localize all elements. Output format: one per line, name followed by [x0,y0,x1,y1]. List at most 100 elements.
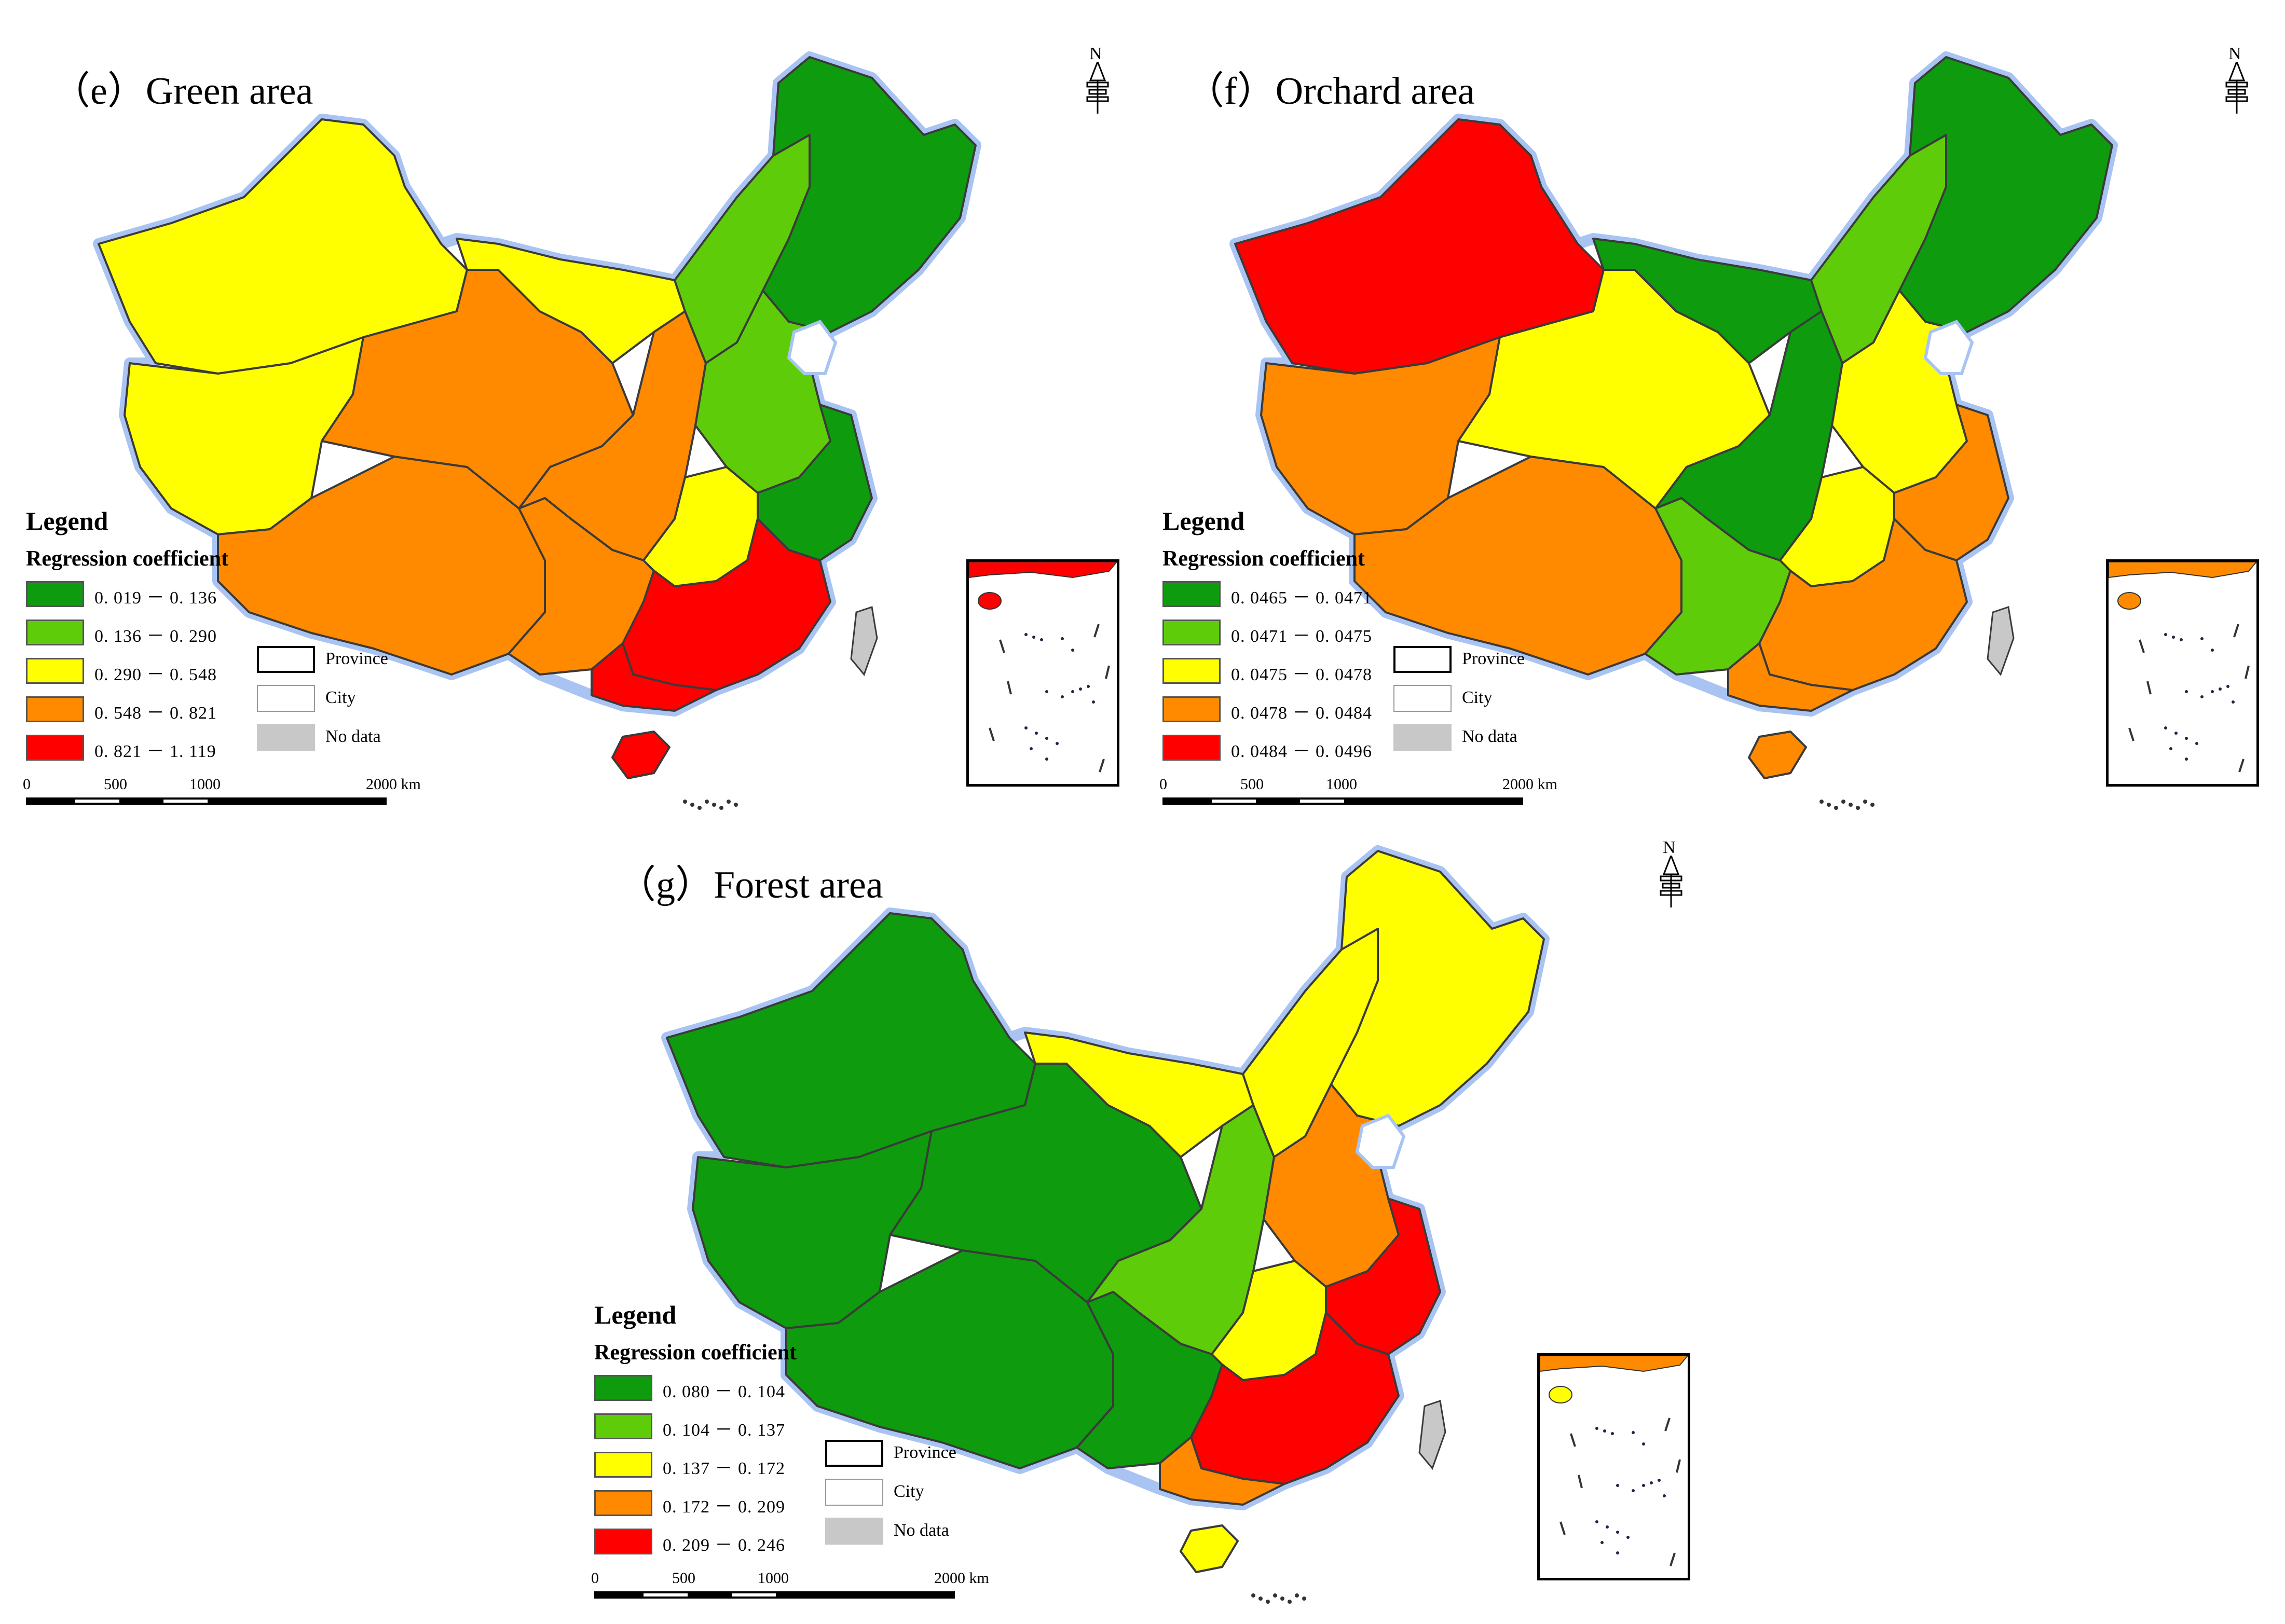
map-panel-orchard-area: （f）Orchard area Legend Regression coeffici… [1137,0,2285,830]
inset-island [1061,637,1064,640]
inset-island [1663,1494,1666,1497]
boundary-label: City [1462,688,1493,707]
region-northeast [1330,850,1545,1127]
map-legend: Legend Regression coefficient 0. 080 － 0. … [594,1300,906,1570]
scale-bar: 0 500 1000 2000 km [1159,776,1557,807]
inset-hainan [1549,1386,1572,1403]
panel-title: （g）Forest area [618,864,883,906]
bohai-sea [1355,1113,1406,1169]
boundary-swatch [257,724,315,751]
inset-island [1061,695,1064,698]
inset-island [2211,690,2214,693]
island-dot [727,800,731,804]
legend-class-label: 0. 548 － 0. 821 [94,704,217,723]
legend-title: Legend [1162,506,1245,535]
island-dot [1295,1593,1299,1598]
boundary-label: City [325,688,356,707]
inset-island [1626,1536,1630,1539]
legend-swatch [26,581,84,607]
inset-island [2172,636,2175,639]
north-arrow-icon: N [1655,838,1687,911]
inset-island [2174,732,2178,735]
panel-title: （f）Orchard area [1186,70,1475,113]
inset-dash-line [1664,1417,1671,1432]
inset-island [1616,1484,1619,1487]
region-xinjiang-north [666,912,1036,1168]
island-dot [1258,1597,1263,1601]
inset-island [1642,1442,1645,1446]
inset-island [1087,685,1090,688]
island-dot [690,803,694,807]
legend-swatch [26,696,84,722]
south-china-sea-inset [1537,1353,1690,1580]
inset-map [969,562,1117,773]
boundary-label: No data [325,727,381,746]
inset-island [2232,700,2235,704]
inset-dash-line [1093,624,1100,638]
boundary-label: Province [325,649,388,668]
legend-class-label: 0. 290 － 0. 548 [94,665,217,684]
region-taiwan-no-data [850,606,878,676]
legend-class-label: 0. 172 － 0. 209 [663,1497,785,1517]
choropleth-map [93,51,981,810]
inset-dash-line [1676,1459,1681,1473]
legend-swatch [594,1375,652,1401]
inset-island [1632,1431,1635,1434]
inset-dash-line [1105,665,1110,679]
inset-mainland [2109,562,2256,579]
inset-island [2226,685,2229,688]
legend-province: Province [1393,646,1570,673]
inset-island [1045,737,1048,740]
scale-label: 0 [591,1570,599,1587]
island-dot [1280,1597,1284,1601]
region-hainan [611,731,671,779]
inset-island [2180,638,2183,641]
inset-island [1658,1479,1661,1482]
legend-class-label: 0. 0465 － 0. 0471 [1231,588,1372,608]
boundary-swatch [825,1440,883,1467]
region-xinjiang-north [98,118,468,375]
panel-title: （e）Green area [52,70,313,113]
scale-label: 500 [672,1570,695,1587]
inset-dash-line [2245,665,2250,679]
inset-island [1616,1551,1619,1554]
island-dot [1863,800,1867,804]
inset-island [2185,758,2188,761]
boundary-label: No data [1462,727,1517,746]
map-panel-forest-area: （g）Forest area Legend Regression coefficie… [568,794,1710,1624]
inset-dash-line [2139,639,2145,653]
scale-label: 2000 km [934,1570,989,1587]
inset-dash-line [1578,1475,1583,1489]
boundary-swatch [257,646,315,673]
legend-title: Legend [26,506,108,535]
inset-island [1024,726,1028,730]
map-panel-green-area: （e）Green area Legend Regression coefficien… [0,0,1142,830]
legend-no-data: No data [1393,724,1570,751]
island-dot [1288,1600,1292,1604]
legend-city: City [1393,685,1570,712]
legend-swatch [1162,620,1221,645]
region-hainan [1180,1524,1239,1573]
inset-island [1606,1525,1609,1529]
north-letter: N [1663,838,1676,857]
island-dot [1302,1597,1306,1601]
north-arrow-icon: N [1082,44,1113,117]
legend-title: Legend [594,1300,677,1329]
legend-swatch [594,1529,652,1554]
scale-bar-segment [163,800,208,803]
legend-province: Province [257,646,433,673]
legend-class-label: 0. 137 － 0. 172 [663,1459,785,1478]
inset-hainan [2117,592,2141,610]
inset-island [1045,690,1048,693]
scale-bar-segment [732,1593,776,1597]
inset-island [2200,637,2204,640]
legend-class-label: 0. 104 － 0. 137 [663,1421,785,1440]
boundary-swatch [825,1479,883,1506]
legend-class-label: 0. 0484 － 0. 0496 [1231,742,1372,761]
island-dot [1841,800,1845,804]
legend-no-data: No data [825,1518,1002,1545]
legend-subtitle: Regression coefficient [26,547,228,571]
island-dot [1834,806,1838,810]
legend-swatch [26,658,84,684]
island-dot [734,803,738,807]
